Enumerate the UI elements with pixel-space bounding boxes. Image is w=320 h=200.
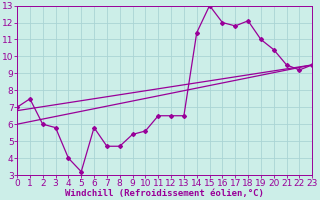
X-axis label: Windchill (Refroidissement éolien,°C): Windchill (Refroidissement éolien,°C) [65, 189, 264, 198]
